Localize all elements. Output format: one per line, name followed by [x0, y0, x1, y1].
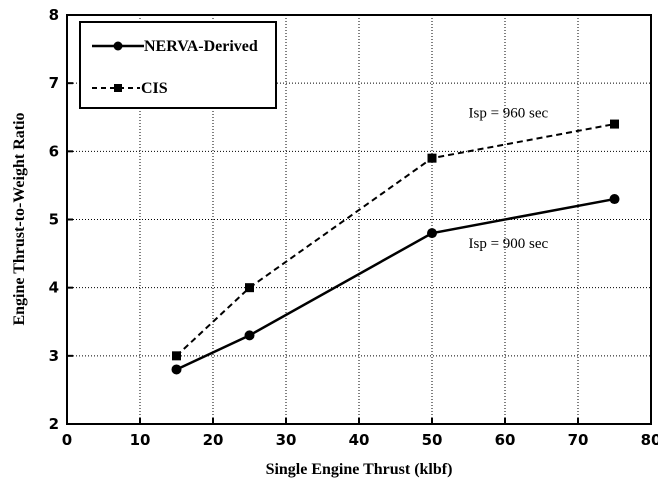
x-tick-label: 60	[495, 431, 516, 449]
data-point-cis	[172, 351, 181, 361]
legend: NERVA-Derived CIS	[79, 21, 277, 109]
data-point-nerva	[427, 228, 437, 239]
x-tick-label: 40	[349, 431, 370, 449]
x-tick-label: 20	[203, 431, 224, 449]
legend-box	[79, 21, 277, 109]
x-tick-label: 30	[276, 431, 297, 449]
y-tick-label: 4	[49, 279, 59, 297]
x-tick-label: 10	[130, 431, 151, 449]
series-group	[171, 119, 620, 375]
axis-ticks: 0 10 20 30 40 50 60 70 80 2 3 4 5 6 7 8	[49, 6, 658, 449]
x-tick-label: 0	[62, 431, 72, 449]
x-tick-label: 70	[568, 431, 589, 449]
y-tick-label: 2	[49, 415, 59, 433]
data-point-cis	[245, 283, 254, 293]
y-tick-label: 3	[49, 347, 59, 365]
y-tick-label: 6	[49, 142, 59, 160]
data-point-nerva	[171, 364, 182, 375]
x-axis-label: Single Engine Thrust (klbf)	[266, 461, 453, 478]
legend-marker-nerva	[113, 41, 123, 51]
annotation-1: Isp = 900 sec	[469, 236, 549, 252]
y-axis-label: Engine Thrust-to-Weight Ratio	[11, 112, 28, 325]
y-tick-label: 8	[49, 6, 59, 24]
x-tick-label: 80	[641, 431, 658, 449]
y-tick-label: 7	[49, 74, 59, 92]
y-tick-label: 5	[49, 211, 59, 229]
x-tick-label: 50	[422, 431, 443, 449]
data-point-cis	[427, 153, 437, 163]
annotation-0: Isp = 960 sec	[469, 105, 549, 121]
series-line-nerva	[175, 197, 615, 371]
series-line-cis	[175, 123, 615, 357]
data-point-cis	[610, 119, 619, 129]
legend-label-cis: CIS	[141, 80, 168, 97]
grid-lines	[67, 15, 651, 424]
data-point-nerva	[244, 330, 255, 341]
legend-marker-cis	[114, 84, 122, 92]
data-point-nerva	[609, 194, 620, 205]
legend-label-nerva: NERVA-Derived	[144, 38, 258, 55]
annotations: Isp = 960 sec Isp = 900 sec	[469, 105, 549, 252]
